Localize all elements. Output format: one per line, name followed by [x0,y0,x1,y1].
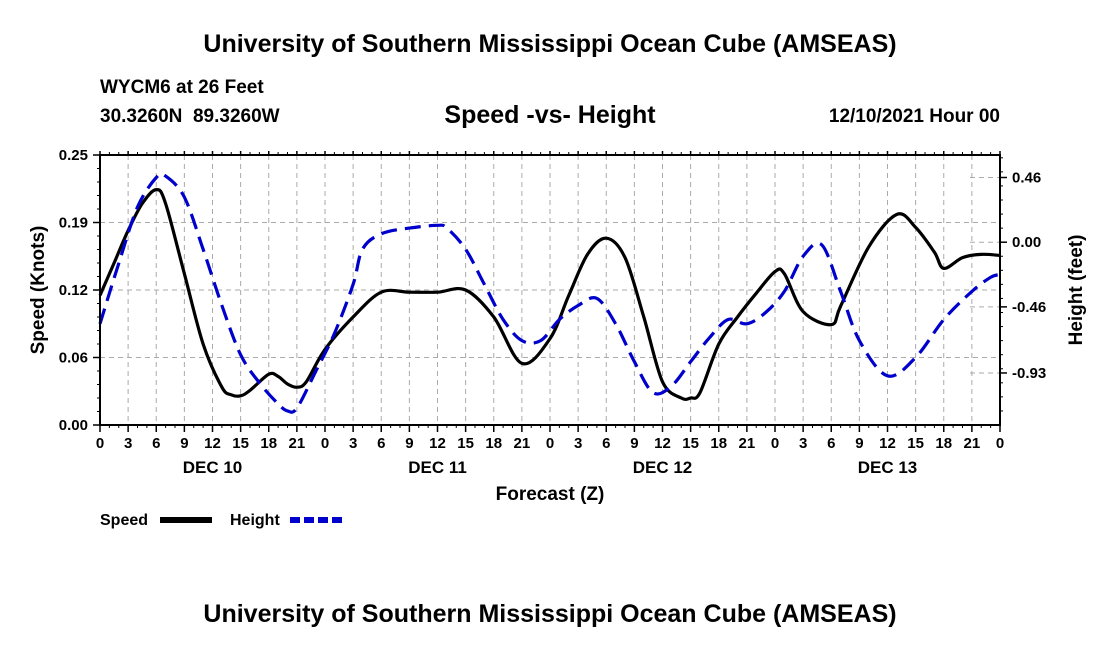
footer-title: University of Southern Mississippi Ocean… [203,600,897,628]
y2-axis-label: Height (feet) [1066,235,1087,346]
day-label: DEC 10 [183,458,243,477]
date-label: 12/10/2021 Hour 00 [828,106,1000,127]
x-tick-label: 0 [996,435,1004,452]
x-tick-label: 3 [574,435,582,452]
x-tick-label: 6 [602,435,610,452]
x-tick-label: 9 [630,435,638,452]
x-tick-label: 6 [827,435,835,452]
grid [100,155,1000,425]
x-tick-label: 12 [204,435,221,452]
x-tick-label: 0 [546,435,554,452]
x-tick-label: 18 [260,435,277,452]
x-tick-label: 12 [429,435,446,452]
x-tick-label: 3 [349,435,357,452]
y-tick-label: 0.19 [59,215,88,232]
page-title: University of Southern Mississippi Ocean… [203,30,897,58]
x-tick-label: 15 [232,435,249,452]
x-tick-label: 21 [289,435,306,452]
coordinates-label: 30.3260N 89.3260W [100,106,280,127]
x-tick-label: 6 [152,435,160,452]
day-label: DEC 13 [858,458,918,477]
y2-tick-label: -0.46 [1012,299,1046,316]
x-tick-label: 3 [124,435,132,452]
x-tick-label: 21 [964,435,981,452]
y2-tick-label: -0.93 [1012,365,1046,382]
x-tick-label: 18 [710,435,727,452]
y2-tick-label: 0.46 [1012,170,1041,187]
y2-tick-label: 0.00 [1012,234,1041,251]
x-tick-label: 3 [799,435,807,452]
x-tick-label: 12 [879,435,896,452]
y-axis-label: Speed (Knots) [28,226,49,355]
x-tick-label: 0 [321,435,329,452]
legend: Speed Height [100,512,342,529]
day-label: DEC 12 [633,458,693,477]
x-tick-label: 15 [457,435,474,452]
x-tick-label: 9 [180,435,188,452]
x-tick-label: 21 [739,435,756,452]
x-tick-label: 18 [935,435,952,452]
height-series-line [98,172,1001,414]
legend-speed-label: Speed [100,512,148,529]
series-layer [98,172,1001,414]
x-tick-label: 15 [907,435,924,452]
chart-subtitle: Speed -vs- Height [444,101,656,129]
day-label: DEC 11 [408,458,467,477]
x-tick-label: 12 [654,435,671,452]
y-tick-label: 0.00 [59,417,88,434]
x-axis-label: Forecast (Z) [496,484,605,505]
axes: 0 3 6 9 12 15 18 21 0 3 6 9 12 15 18 21 0 3 6 9 12 15 18 21 0 3 6 9… [59,147,1046,477]
x-tick-label: 9 [855,435,863,452]
x-tick-label: 21 [514,435,531,452]
x-tick-label: 9 [405,435,413,452]
x-tick-label: 18 [485,435,502,452]
x-tick-label: 15 [682,435,699,452]
station-label: WYCM6 at 26 Feet [100,77,264,98]
legend-height-label: Height [230,512,280,529]
speed-series-line [98,188,1001,402]
y-tick-label: 0.25 [59,147,88,164]
x-tick-label: 6 [377,435,385,452]
y-tick-label: 0.12 [59,282,88,299]
y-tick-label: 0.06 [59,350,88,367]
x-tick-label: 0 [96,435,104,452]
speed-height-chart: 0 3 6 9 12 15 18 21 0 3 6 9 12 15 18 21 0 3 6 9 12 15 18 21 0 3 6 9… [28,147,1087,529]
x-tick-label: 0 [771,435,779,452]
